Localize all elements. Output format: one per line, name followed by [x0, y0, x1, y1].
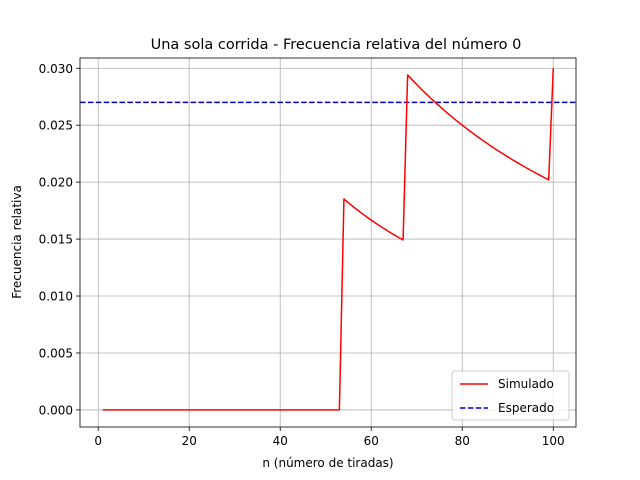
y-axis: 0.000 0.005 0.010 0.015 0.020 0.025 0.030: [39, 62, 80, 417]
x-tick-label: 100: [542, 434, 565, 448]
y-axis-label: Frecuencia relativa: [10, 185, 24, 299]
legend-label-esperado: Esperado: [498, 401, 554, 415]
chart-title: Una sola corrida - Frecuencia relativa d…: [151, 37, 522, 53]
y-tick-label: 0.020: [39, 176, 73, 190]
y-tick-label: 0.005: [39, 346, 73, 360]
y-tick-label: 0.030: [39, 62, 73, 76]
x-tick-label: 80: [455, 434, 470, 448]
x-tick-label: 60: [364, 434, 379, 448]
grid: [80, 58, 576, 427]
axes-frame: [79, 57, 577, 428]
series-simulado-line: [102, 68, 554, 411]
x-axis: 0 20 40 60 80 100: [94, 427, 565, 448]
legend: Simulado Esperado: [451, 370, 570, 421]
x-tick-label: 20: [182, 434, 197, 448]
x-tick-label: 40: [273, 434, 288, 448]
y-tick-label: 0.015: [39, 233, 73, 247]
y-tick-label: 0.025: [39, 119, 73, 133]
x-tick-label: 0: [94, 434, 102, 448]
legend-label-simulado: Simulado: [498, 377, 554, 391]
plot-area: [80, 68, 576, 411]
y-tick-label: 0.010: [39, 290, 73, 304]
y-tick-label: 0.000: [39, 403, 73, 417]
x-axis-label: n (número de tiradas): [262, 456, 393, 470]
